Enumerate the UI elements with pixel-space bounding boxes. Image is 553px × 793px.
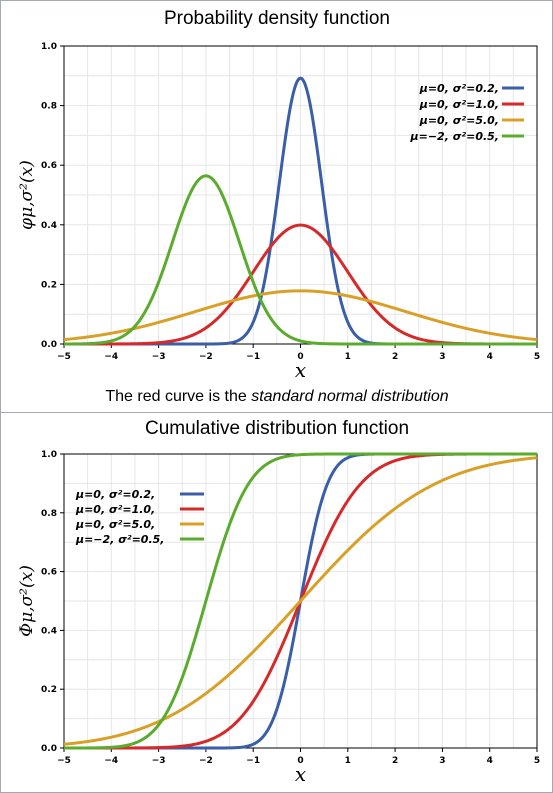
cdf-xtick-label: −1 [246,756,260,766]
cdf-xtick-label: −3 [152,756,166,766]
pdf-legend-label: μ=0, σ²=0.2, [419,82,499,95]
pdf-legend-label: μ=−2, σ²=0.5, [410,130,499,143]
pdf-caption-italic: standard normal distribution [251,388,449,405]
cdf-chart: −5 −4 −3 −2 −1 0 1 2 3 4 5 0.0 0.2 0.4 0.6 0.8 1.0 x Φμ,σ²… [17,450,540,786]
pdf-xtick-label: −3 [152,352,166,362]
pdf-xtick-label: −1 [246,352,260,362]
pdf-caption: The red curve is the standard normal dis… [2,388,552,406]
cdf-xtick-label: 2 [392,756,398,766]
pdf-chart: −5 −4 −3 −2 −1 0 1 2 3 4 5 0.0 0.2 0.4 0.6 0.8 1.0 x φμ,σ²… [17,42,540,382]
cdf-ytick-label: 0.4 [41,626,57,636]
pdf-xtick-label: 4 [487,352,493,362]
pdf-ytick-label: 0.6 [41,161,57,171]
cdf-y-axis-label-text: Φμ,σ²(x) [17,565,37,637]
pdf-series-line [63,174,538,346]
cdf-series-line [63,452,538,750]
pdf-panel: Probability density function −5 −4 −3 −2 −1 0… [2,2,552,412]
pdf-ytick-label: 0.8 [41,102,57,112]
cdf-legend-label: μ=0, σ²=0.2, [75,488,155,501]
pdf-y-axis-label: φμ,σ²(x) [17,160,37,230]
cdf-xtick-label: −5 [57,756,71,766]
cdf-legend-label: μ=−2, σ²=0.5, [75,533,164,546]
cdf-ytick-label: 0.0 [41,744,57,754]
panel-divider [1,412,552,413]
cdf-x-axis-label: x [295,762,306,786]
cdf-ytick-label: 0.8 [41,509,57,519]
cdf-y-axis-label: Φμ,σ²(x) [17,565,37,637]
pdf-ytick-label: 0.2 [41,280,57,290]
cdf-ytick-label: 0.6 [41,568,57,578]
cdf-xtick-label: 4 [487,756,493,766]
pdf-x-axis-label: x [295,358,306,382]
pdf-xtick-label: 1 [345,352,351,362]
cdf-series-line [63,456,538,746]
pdf-caption-text: The red curve is the [105,388,252,405]
cdf-chart-title: Cumulative distribution function [144,418,410,439]
pdf-chart-title: Probability density function [163,8,390,29]
pdf-y-axis-label-text: φμ,σ²(x) [17,160,37,230]
pdf-legend-label: μ=0, σ²=5.0, [419,114,499,127]
cdf-xtick-label: 5 [534,756,540,766]
pdf-ytick-label: 0.0 [41,340,57,350]
pdf-series-line [63,289,538,342]
cdf-legend-label: μ=0, σ²=5.0, [75,518,155,531]
cdf-ytick-label: 0.2 [41,685,57,695]
cdf-xtick-label: 1 [345,756,351,766]
cdf-ytick-label: 1.0 [41,450,57,460]
pdf-ytick-label: 0.4 [41,221,57,231]
pdf-xtick-label: 5 [534,352,540,362]
pdf-xtick-label: 0 [297,352,303,362]
pdf-xtick-label: −2 [199,352,213,362]
pdf-ytick-label: 1.0 [41,42,57,52]
cdf-xtick-label: 0 [297,756,303,766]
cdf-xtick-label: 3 [439,756,445,766]
cdf-panel: Cumulative distribution function −5 −4 −3−… [2,414,552,792]
pdf-xtick-label: 2 [392,352,398,362]
cdf-xtick-label: −2 [199,756,213,766]
pdf-xtick-label: 3 [439,352,445,362]
pdf-xtick-label: −5 [57,352,71,362]
cdf-legend-label: μ=0, σ²=1.0, [75,503,155,516]
pdf-legend-label: μ=0, σ²=1.0, [419,98,499,111]
pdf-xtick-label: −4 [104,352,118,362]
cdf-xtick-label: −4 [104,756,118,766]
